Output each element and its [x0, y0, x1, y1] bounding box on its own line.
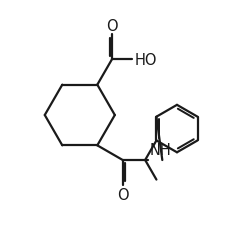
Text: NH: NH [150, 143, 171, 158]
Text: O: O [106, 19, 118, 34]
Text: O: O [117, 187, 128, 202]
Text: HO: HO [134, 52, 157, 67]
